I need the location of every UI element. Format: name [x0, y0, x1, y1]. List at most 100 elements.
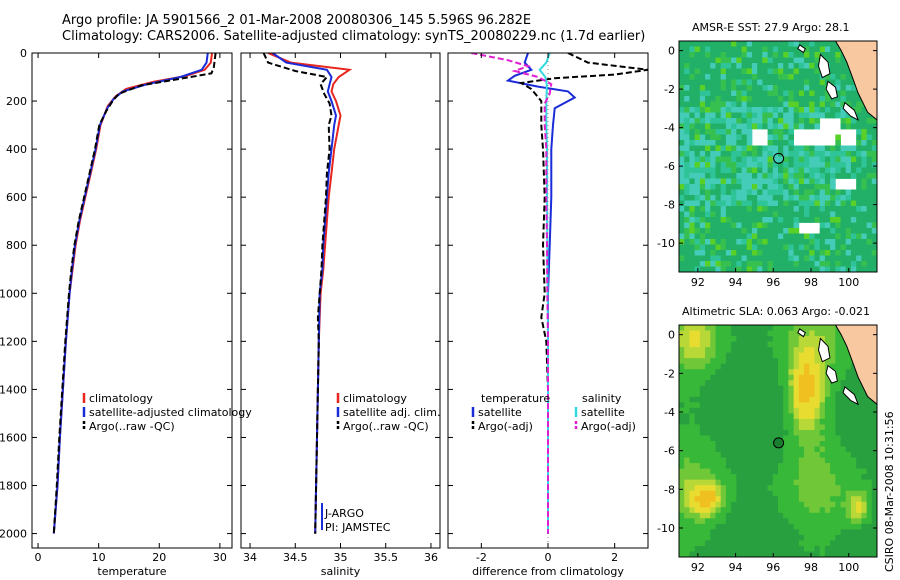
heatmap-cell	[746, 446, 753, 453]
heatmap-cell	[783, 167, 789, 174]
heatmap-cell	[762, 250, 768, 256]
heatmap-cell	[746, 330, 753, 337]
heatmap-cell	[819, 206, 826, 212]
heatmap-cell	[772, 429, 779, 436]
heatmap-cell	[856, 380, 862, 387]
heatmap-cell	[778, 496, 784, 503]
heatmap-cell	[835, 211, 841, 218]
heatmap-cell	[798, 325, 805, 331]
heatmap-cell	[715, 363, 722, 370]
heatmap-cell	[804, 118, 810, 124]
heatmap-cell	[788, 233, 795, 240]
heatmap-cell	[720, 545, 727, 552]
heatmap-cell	[757, 446, 763, 453]
heatmap-cell	[830, 380, 836, 387]
heatmap-cell	[762, 452, 768, 458]
heatmap-cell	[762, 402, 768, 409]
heatmap-cell	[788, 79, 795, 86]
heatmap-cell	[835, 134, 841, 141]
heatmap-cell	[741, 523, 748, 530]
heatmap-cell	[689, 46, 696, 53]
heatmap-cell	[819, 145, 826, 152]
heatmap-cell	[824, 101, 831, 108]
heatmap-cell	[798, 452, 805, 458]
heatmap-cell	[850, 534, 857, 541]
heatmap-cell	[809, 85, 815, 91]
heatmap-cell	[767, 424, 774, 431]
heatmap-cell	[720, 107, 727, 113]
heatmap-cell	[819, 446, 826, 453]
heatmap-cell	[772, 266, 779, 273]
heatmap-cell	[804, 446, 810, 453]
heatmap-cell	[679, 266, 685, 273]
heatmap-cell	[710, 468, 716, 475]
heatmap-cell	[725, 347, 732, 354]
heatmap-cell	[715, 534, 722, 541]
heatmap-cell	[798, 167, 805, 174]
heatmap-cell	[731, 151, 737, 157]
heatmap-cell	[840, 380, 847, 387]
heatmap-cell	[710, 112, 716, 119]
heatmap-cell	[871, 211, 878, 218]
heatmap-cell	[798, 107, 805, 113]
heatmap-cell	[715, 380, 722, 387]
island-outline	[797, 328, 806, 338]
legend-diff-temp-satellite: satellite	[478, 406, 522, 419]
heatmap-cell	[840, 96, 847, 102]
heatmap-cell	[850, 529, 857, 536]
heatmap-cell	[788, 518, 795, 525]
heatmap-cell	[705, 479, 711, 486]
heatmap-cell	[866, 452, 873, 458]
heatmap-cell	[845, 463, 852, 470]
heatmap-cell	[741, 85, 748, 91]
heatmap-cell	[856, 162, 862, 168]
heatmap-cell	[850, 512, 857, 519]
heatmap-cell	[684, 396, 690, 403]
heatmap-cell	[699, 441, 706, 447]
heatmap-cell	[788, 167, 795, 174]
heatmap-cell	[731, 211, 737, 218]
heatmap-cell	[710, 446, 716, 453]
heatmap-cell	[861, 211, 867, 218]
heatmap-cell	[814, 496, 821, 503]
heatmap-cell	[710, 534, 716, 541]
heatmap-cell	[783, 178, 789, 185]
heatmap-cell	[798, 206, 805, 212]
heatmap-cell	[819, 407, 826, 414]
heatmap-cell	[725, 57, 732, 64]
heatmap-cell	[720, 380, 727, 387]
heatmap-cell	[840, 107, 847, 113]
heatmap-cell	[861, 222, 867, 229]
heatmap-cell	[762, 512, 768, 519]
heatmap-cell	[731, 452, 737, 458]
heatmap-cell	[809, 68, 815, 75]
heatmap-cell	[710, 512, 716, 519]
heatmap-cell	[772, 341, 779, 348]
heatmap-cell	[788, 507, 795, 514]
heatmap-cell	[783, 239, 789, 245]
heatmap-cell	[861, 551, 867, 558]
map-y-tick-label: -10	[657, 237, 675, 250]
heatmap-cell	[772, 217, 779, 223]
map-x-tick-label: 92	[691, 561, 705, 574]
heatmap-cell	[798, 463, 805, 470]
heatmap-cell	[767, 233, 774, 240]
heatmap-cell	[788, 112, 795, 119]
heatmap-cell	[715, 540, 722, 547]
heatmap-cell	[778, 134, 784, 141]
heatmap-cell	[705, 184, 711, 190]
heatmap-cell	[699, 74, 706, 80]
heatmap-cell	[694, 222, 701, 229]
heatmap-cell	[746, 129, 753, 135]
heatmap-cell	[824, 512, 831, 519]
heatmap-cell	[736, 463, 742, 470]
heatmap-cell	[710, 330, 716, 337]
heatmap-cell	[850, 418, 857, 425]
heatmap-cell	[715, 485, 722, 492]
heatmap-cell	[804, 90, 810, 97]
heatmap-cell	[679, 512, 685, 519]
heatmap-cell	[715, 545, 722, 552]
heatmap-cell	[845, 85, 852, 91]
heatmap-cell	[824, 228, 831, 234]
heatmap-cell	[705, 369, 711, 376]
